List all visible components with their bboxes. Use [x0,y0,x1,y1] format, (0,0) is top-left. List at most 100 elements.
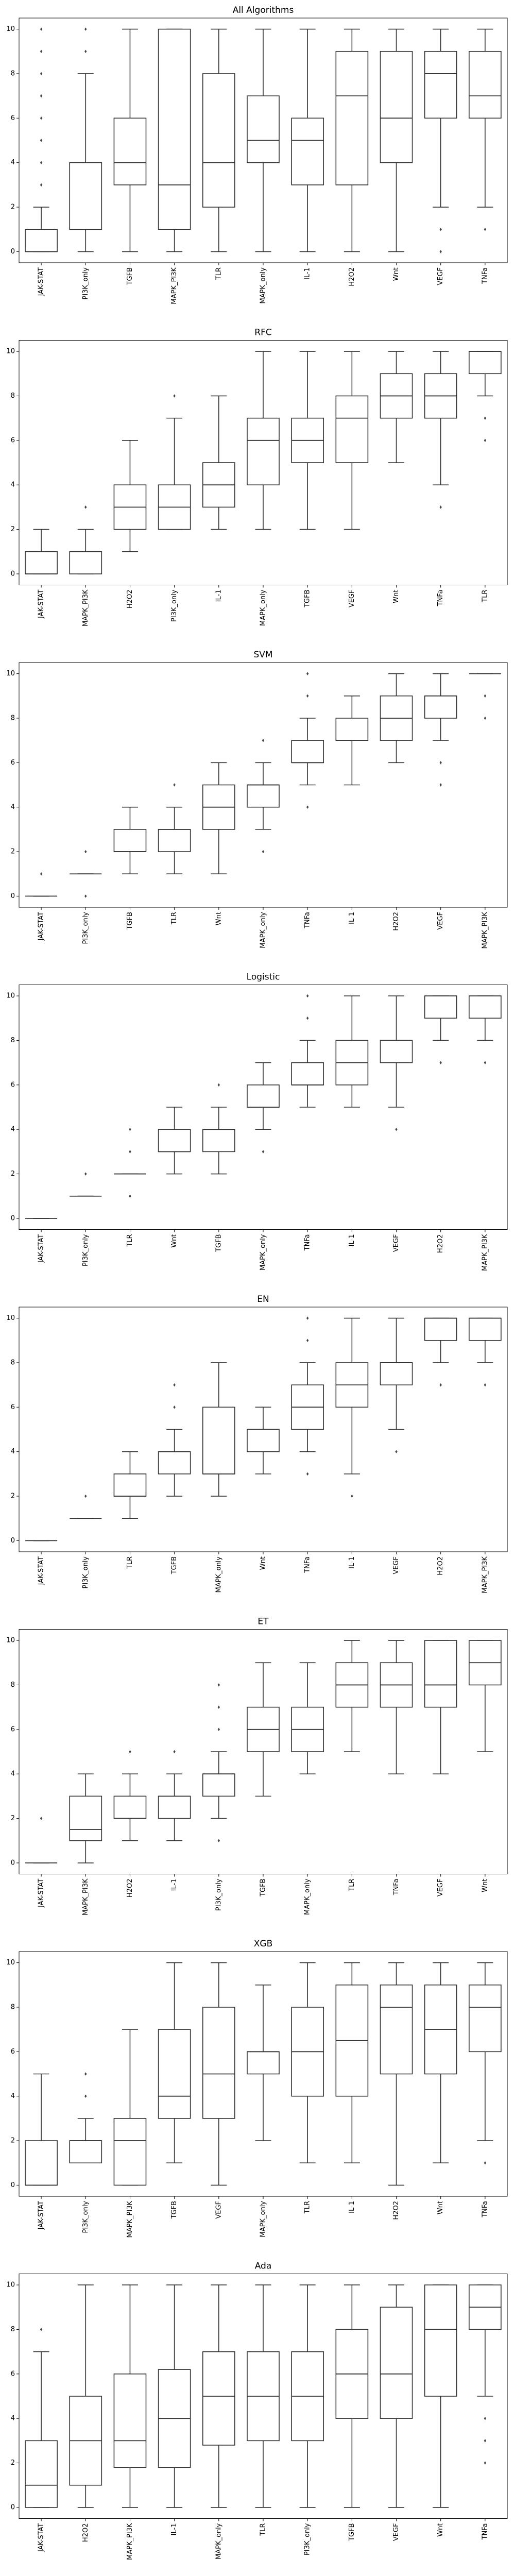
box-mark [380,2284,413,2508]
x-tick-label: Wnt [170,1234,178,1248]
box-body [424,2284,457,2397]
outlier-point [484,2461,487,2465]
box-mark [113,2029,147,2186]
outlier-point [40,116,43,120]
y-tick-label: 0 [11,2503,15,2511]
outlier-point [40,27,43,31]
x-tick-label: VEGF [215,2201,222,2219]
outlier-point [40,49,43,53]
x-tick-label: H2O2 [126,590,134,609]
outlier-point [217,1705,220,1709]
x-tick-label: MAPK_PI3K [82,589,90,626]
outlier-point [84,1494,87,1498]
y-tick-label: 8 [11,2003,15,2011]
box-body [158,28,191,230]
y-tick-label: 6 [11,436,15,444]
box-mark [70,1494,102,1519]
box-mark [202,762,235,875]
outlier-point [40,183,43,187]
x-tick-label: Wnt [392,267,400,281]
box-body [424,50,457,119]
y-tick-label: 0 [11,1859,15,1867]
outlier-point [173,1405,176,1409]
box-mark [424,2284,457,2508]
box-mark [291,672,324,809]
y-tick-label: 10 [6,1637,15,1645]
x-tick-label: MAPK_PI3K [82,1878,90,1916]
x-tick-label: PI3K_only [82,912,90,944]
outlier-point [217,1083,220,1087]
x-tick-label: MAPK_only [304,1878,312,1915]
y-tick-label: 6 [11,1725,15,1733]
box-mark [113,28,147,252]
x-tick-label: MAPK_only [260,1234,267,1270]
box-mark [335,1962,369,2164]
outlier-point [439,250,442,253]
box-body [158,2029,191,2119]
box-mark [291,28,324,252]
box-mark [25,27,58,252]
x-tick-label: PI3K_only [82,2201,90,2233]
chart-title: Ada [255,2261,272,2272]
box-mark [25,872,58,897]
box-body [113,1795,147,1819]
box-mark [158,1107,191,1175]
outlier-point [84,2072,87,2076]
box-body [469,50,502,119]
box-mark [291,2284,324,2508]
box-body [424,1317,457,1341]
x-tick-label: H2O2 [392,2201,400,2220]
box-body [291,740,324,764]
outlier-point [306,805,309,809]
box-mark [158,394,191,530]
x-tick-label: VEGF [437,912,444,930]
x-tick-label: VEGF [437,1879,444,1897]
box-mark [335,1317,369,1498]
x-tick-label: IL-1 [348,912,356,924]
outlier-point [217,1683,220,1687]
box-body [247,1084,280,1108]
outlier-point [484,2416,487,2420]
x-tick-label: VEGF [348,590,356,608]
box-body [247,95,280,163]
outlier-point [84,27,87,31]
outlier-point [129,1194,131,1198]
chart-panel: EN 0 2 4 6 8 10 JAK-STAT PI3K_only TLR TGFB MAPK_on… [6,1294,508,1593]
y-tick-label: 4 [11,1126,15,1133]
outlier-point [306,1338,309,1342]
box-mark [380,1640,413,1774]
box-body [380,1362,413,1385]
x-tick-label: JAK-STAT [38,2201,45,2230]
box-mark [335,995,369,1108]
x-tick-label: PI3K_only [304,2523,312,2555]
box-body [113,117,147,185]
outlier-point [439,783,442,787]
y-tick-label: 10 [6,992,15,1000]
x-tick-label: IL-1 [348,2201,356,2213]
outlier-point [262,850,265,854]
box-body [380,2307,413,2419]
box-mark [424,28,457,253]
x-tick-label: TLR [348,1879,356,1892]
x-tick-label: VEGF [437,267,444,285]
x-tick-label: H2O2 [437,1234,444,1253]
box-body [380,1984,413,2075]
outlier-point [484,694,487,698]
box-body [380,1040,413,1063]
x-tick-label: JAK-STAT [38,1556,45,1585]
box-body [335,395,369,463]
x-tick-label: TLR [170,912,178,925]
x-tick-label: TGFB [170,1556,178,1574]
x-tick-label: MAPK_PI3K [126,2523,134,2560]
chart-title: EN [257,1294,269,1304]
y-tick-label: 6 [11,114,15,122]
x-tick-label: JAK-STAT [38,1878,45,1907]
x-tick-label: PI3K_only [82,1234,90,1266]
box-mark [291,1962,324,2164]
x-tick-label: H2O2 [348,267,356,286]
x-tick-label: TNFa [481,267,489,284]
y-tick-label: 0 [11,892,15,900]
x-tick-label: TGFB [126,912,134,930]
y-tick-label: 2 [11,204,15,211]
y-tick-label: 8 [11,1359,15,1366]
